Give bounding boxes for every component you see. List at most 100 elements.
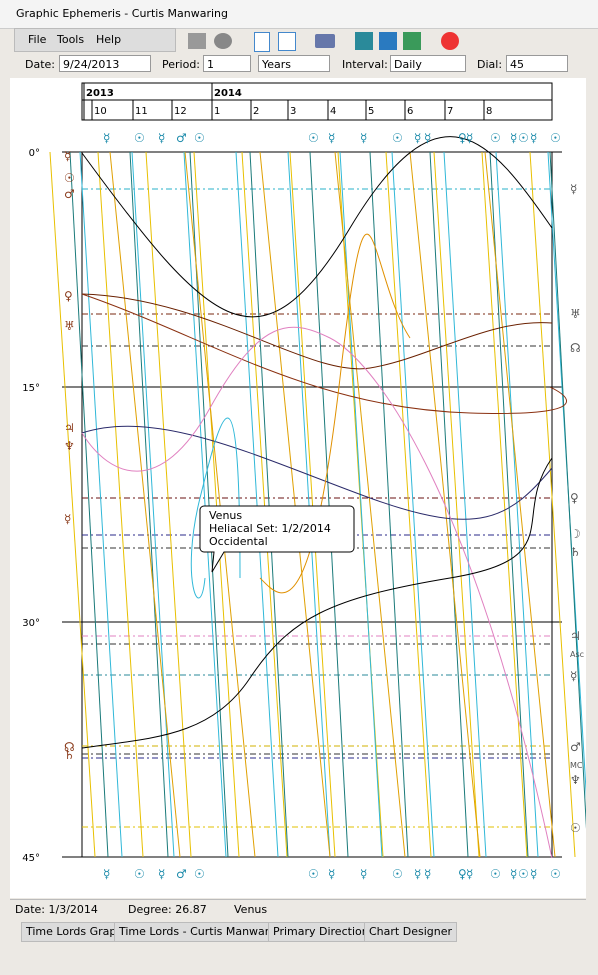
right-glyph: ☽ <box>570 527 581 541</box>
left-glyph: ♄ <box>64 748 75 762</box>
year-label: 2013 <box>86 88 114 99</box>
left-glyph: ♀ <box>64 289 73 303</box>
left-glyph: ☉ <box>64 171 75 185</box>
right-glyph: ☉ <box>570 821 581 835</box>
bottom-glyph: ☉ <box>518 867 529 881</box>
planet-line <box>391 151 435 858</box>
header-box <box>81 82 553 121</box>
planet-line <box>549 151 586 830</box>
bottom-glyph: ♂ <box>176 867 187 881</box>
bottom-glyph: ♀ <box>458 867 467 881</box>
icon[interactable] <box>355 32 373 50</box>
planet-line <box>529 151 576 858</box>
right-glyph: ♃ <box>570 629 581 643</box>
right-glyph: ♂ <box>570 740 581 754</box>
icon[interactable] <box>254 32 270 52</box>
planet-curve <box>81 293 567 414</box>
top-glyph: ☉ <box>308 131 319 145</box>
right-glyph: MC <box>570 761 583 770</box>
top-glyph: ☿ <box>510 131 517 145</box>
unit-select[interactable]: Years <box>258 55 330 72</box>
left-glyph: ☊ <box>64 740 75 754</box>
planet-line <box>309 151 349 858</box>
icon[interactable] <box>379 32 397 50</box>
icon[interactable] <box>188 33 206 49</box>
planet-line <box>249 151 289 858</box>
interval-select[interactable]: Daily <box>390 55 466 72</box>
toolbar-icons <box>188 31 468 52</box>
tab[interactable]: Primary Directions <box>268 922 380 942</box>
menu-item[interactable]: Tools <box>57 33 85 46</box>
planet-curve <box>81 136 553 318</box>
top-glyph: ☿ <box>530 131 537 145</box>
planet-curve <box>81 293 553 370</box>
planet-line <box>433 151 480 858</box>
planet-line <box>69 151 109 858</box>
month-label: 12 <box>174 106 187 117</box>
planet-line <box>385 151 432 858</box>
date-input[interactable]: 9/24/2013 <box>59 55 151 72</box>
planet-line <box>184 151 256 858</box>
tooltip-text: Heliacal Set: 1/2/2014 <box>209 522 331 535</box>
status-text: Date: 1/3/2014 <box>15 903 98 916</box>
bottom-glyph: ☿ <box>510 867 517 881</box>
window-title: Graphic Ephemeris - Curtis Manwaring <box>16 7 229 20</box>
top-glyph: ☿ <box>103 131 110 145</box>
bottom-glyph: ☿ <box>328 867 335 881</box>
planet-line <box>287 151 331 858</box>
top-glyph: ☿ <box>158 131 165 145</box>
top-glyph: ☉ <box>134 131 145 145</box>
month-label: 10 <box>94 106 107 117</box>
month-label: 4 <box>330 106 336 117</box>
icon[interactable] <box>278 32 296 51</box>
bottom-glyph: ☉ <box>490 867 501 881</box>
planet-line <box>289 151 336 858</box>
right-glyph: ♆ <box>570 773 581 787</box>
planet-line <box>145 151 192 858</box>
bottom-glyph: ☉ <box>308 867 319 881</box>
planet-line <box>183 151 227 858</box>
menu-item[interactable]: File <box>28 33 47 46</box>
label: Interval: <box>342 58 388 71</box>
tab[interactable]: Time Lords - Curtis Manwaring <box>114 922 292 942</box>
y-tick-label: 15° <box>22 383 40 394</box>
y-tick-label: 30° <box>22 618 40 629</box>
icon[interactable] <box>441 32 459 50</box>
month-label: 8 <box>486 106 492 117</box>
tab[interactable]: Chart Designer <box>364 922 457 942</box>
planet-line <box>131 151 175 858</box>
top-glyph: ☿ <box>414 131 421 145</box>
left-glyph: ♆ <box>64 439 75 453</box>
y-tick-label: 45° <box>22 853 40 864</box>
bottom-glyph: ☉ <box>134 867 145 881</box>
right-glyph: ♄ <box>570 545 581 559</box>
tooltip-text: Occidental <box>209 535 268 548</box>
planet-line <box>429 151 469 858</box>
dial-input[interactable]: 45 <box>506 55 568 72</box>
icon[interactable] <box>315 34 335 48</box>
left-glyph: ☿ <box>64 149 71 163</box>
top-glyph: ☉ <box>194 131 205 145</box>
right-glyph: Asc <box>570 650 584 659</box>
bottom-glyph: ☿ <box>424 867 431 881</box>
bottom-glyph: ☿ <box>530 867 537 881</box>
year-label: 2014 <box>214 88 242 99</box>
top-glyph: ☿ <box>466 131 473 145</box>
top-glyph: ☉ <box>490 131 501 145</box>
tab[interactable]: Time Lords Graph <box>21 922 129 942</box>
right-glyph: ☊ <box>570 341 581 355</box>
bottom-glyph: ☉ <box>392 867 403 881</box>
icon[interactable] <box>403 32 421 50</box>
planet-line <box>241 151 288 858</box>
planet-line <box>334 151 406 858</box>
chart-bg <box>10 78 586 898</box>
period-input[interactable]: 1 <box>203 55 251 72</box>
icon[interactable] <box>214 33 232 49</box>
y-tick-label: 0° <box>29 148 40 159</box>
planet-curve <box>259 233 411 594</box>
menu-item[interactable]: Help <box>96 33 122 46</box>
planet-line <box>481 151 528 858</box>
label: Period: <box>162 58 201 71</box>
planet-line <box>235 151 279 858</box>
planet-line <box>97 151 144 858</box>
